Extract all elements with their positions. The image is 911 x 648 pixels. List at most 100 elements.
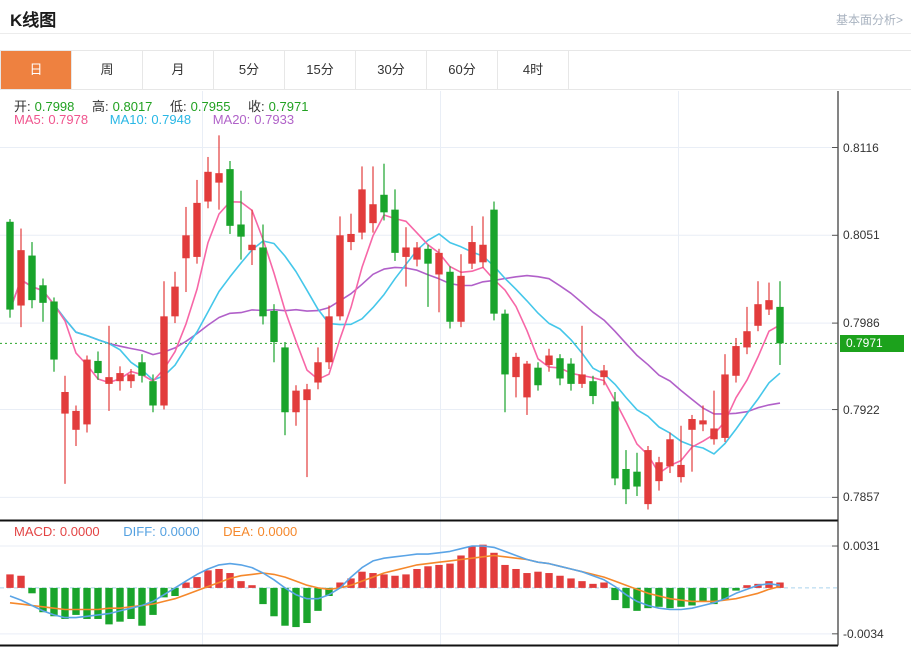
candle-body-up (105, 377, 113, 384)
tab-period-1[interactable]: 日 (0, 51, 72, 89)
candle-body-up (710, 428, 718, 440)
macd-bar-negative (72, 587, 80, 615)
candle-body-down (6, 221, 14, 310)
high-value: 0.8017 (112, 99, 153, 114)
macd-bar-positive (457, 555, 465, 588)
candle-body-down (380, 194, 388, 213)
candle-body-up (732, 346, 740, 376)
candle-body-up (512, 356, 520, 378)
candle-body-down (534, 367, 542, 386)
candle-body-up (754, 304, 762, 326)
tab-period-2[interactable]: 周 (72, 51, 143, 89)
ma20-label: MA20: (212, 112, 251, 127)
candle-body-up (17, 250, 25, 306)
diff-label: DIFF: (123, 524, 156, 539)
price-axis-label: 0.7857 (843, 490, 880, 505)
macd-bar-positive (6, 574, 14, 588)
price-axis-label: 0.8051 (843, 228, 880, 243)
tab-period-6[interactable]: 30分 (356, 51, 427, 89)
macd-bar-negative (732, 587, 740, 591)
macd-bar-positive (248, 585, 256, 588)
ma20-value: 0.7933 (254, 112, 295, 127)
low-label: 低: (170, 99, 187, 114)
macd-bar-positive (468, 546, 476, 588)
candle-body-down (138, 362, 146, 376)
diff-line (9, 545, 781, 619)
candle-body-up (215, 173, 223, 183)
candle-body-up (358, 189, 366, 233)
macd-bar-positive (424, 566, 432, 588)
macd-bar-positive (490, 552, 498, 588)
macd-bar-negative (292, 587, 300, 628)
candle-body-up (127, 374, 135, 382)
macd-bar-positive (358, 571, 366, 588)
price-axis-label: 0.7922 (843, 402, 880, 417)
tab-period-7[interactable]: 60分 (427, 51, 498, 89)
candle-body-down (556, 358, 564, 379)
candle-body-up (402, 247, 410, 257)
macd-bar-negative (83, 587, 91, 619)
candle-body-up (545, 355, 553, 365)
macd-bar-positive (545, 573, 553, 588)
fundamental-analysis-link[interactable]: 基本面分析> (835, 13, 903, 27)
candle-body-up (644, 450, 652, 505)
candle-body-up (303, 389, 311, 401)
candle-body-up (413, 247, 421, 260)
candle-body-up (182, 235, 190, 259)
ma10-label: MA10: (109, 112, 148, 127)
page-title: K线图 (10, 11, 57, 30)
macd-bar-positive (578, 581, 586, 588)
tab-period-8[interactable]: 4时 (498, 51, 569, 89)
kline-macd-chart (0, 91, 839, 647)
macd-bar-negative (259, 587, 267, 605)
macd-bar-negative (281, 587, 289, 626)
current-price-badge: 0.7971 (840, 334, 904, 352)
dea-value: 0.0000 (257, 524, 298, 539)
macd-bar-positive (501, 564, 509, 588)
macd-bar-negative (28, 587, 36, 594)
price-axis-label: 0.7986 (843, 316, 880, 331)
macd-bar-negative (138, 587, 146, 626)
candle-body-down (589, 381, 597, 397)
candle-body-down (622, 468, 630, 490)
candle-body-down (270, 310, 278, 343)
macd-bar-positive (523, 573, 531, 588)
tab-period-3[interactable]: 月 (143, 51, 214, 89)
header-divider (0, 33, 911, 34)
candle-body-up (457, 275, 465, 322)
ma5-value: 0.7978 (48, 112, 89, 127)
macd-bar-positive (402, 574, 410, 588)
tab-period-5[interactable]: 15分 (285, 51, 356, 89)
macd-value: 0.0000 (59, 524, 100, 539)
candle-body-down (776, 306, 784, 344)
macd-bar-negative (633, 587, 641, 611)
macd-bar-positive (391, 575, 399, 588)
tab-period-4[interactable]: 5分 (214, 51, 285, 89)
macd-bar-positive (567, 578, 575, 588)
macd-bar-positive (226, 573, 234, 588)
candle-body-up (347, 233, 355, 243)
candle-body-up (72, 410, 80, 430)
macd-bar-negative (710, 587, 718, 605)
macd-bar-positive (380, 574, 388, 588)
candle-body-up (369, 204, 377, 224)
macd-bar-negative (50, 587, 58, 617)
diff-value: 0.0000 (159, 524, 200, 539)
period-tabbar: 日周月 5分 15分 30分 60分 4时 (0, 50, 911, 90)
macd-bar-negative (677, 587, 685, 607)
chart-canvas[interactable] (0, 90, 911, 648)
macd-bar-positive (193, 577, 201, 588)
candle-body-up (765, 300, 773, 310)
candle-body-up (116, 373, 124, 382)
candle-body-up (523, 363, 531, 398)
candle-body-down (281, 347, 289, 413)
macd-bar-negative (655, 587, 663, 607)
macd-legend: MACD: 0.0000 DIFF: 0.0000 DEA: 0.0000 (14, 524, 301, 539)
ma-legend: MA5: 0.7978 MA10: 0.7948 MA20: 0.7933 (14, 112, 298, 127)
candle-body-up (336, 235, 344, 317)
macd-bar-positive (369, 573, 377, 588)
macd-bar-negative (116, 587, 124, 622)
candle-body-up (248, 244, 256, 251)
dea-label: DEA: (223, 524, 254, 539)
